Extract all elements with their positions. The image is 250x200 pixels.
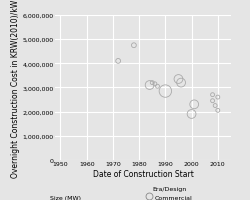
- Y-axis label: Overnight Construction Cost in KRW(2010)/kW: Overnight Construction Cost in KRW(2010)…: [11, 0, 20, 177]
- Point: [212, 104, 216, 108]
- Legend: Commercial: Commercial: [146, 186, 192, 200]
- Point: [176, 78, 180, 81]
- Point: [155, 85, 159, 88]
- Point: [189, 113, 193, 116]
- Point: [178, 82, 182, 85]
- Point: [215, 96, 219, 99]
- Point: [163, 90, 167, 93]
- Point: [150, 82, 154, 85]
- Point: [152, 83, 156, 86]
- Point: [147, 84, 151, 87]
- Point: [215, 109, 219, 112]
- Point: [116, 60, 120, 63]
- Point: [192, 103, 196, 106]
- Point: [210, 94, 214, 97]
- Point: [210, 100, 214, 103]
- X-axis label: Date of Construction Start: Date of Construction Start: [92, 169, 193, 178]
- Point: [131, 44, 135, 48]
